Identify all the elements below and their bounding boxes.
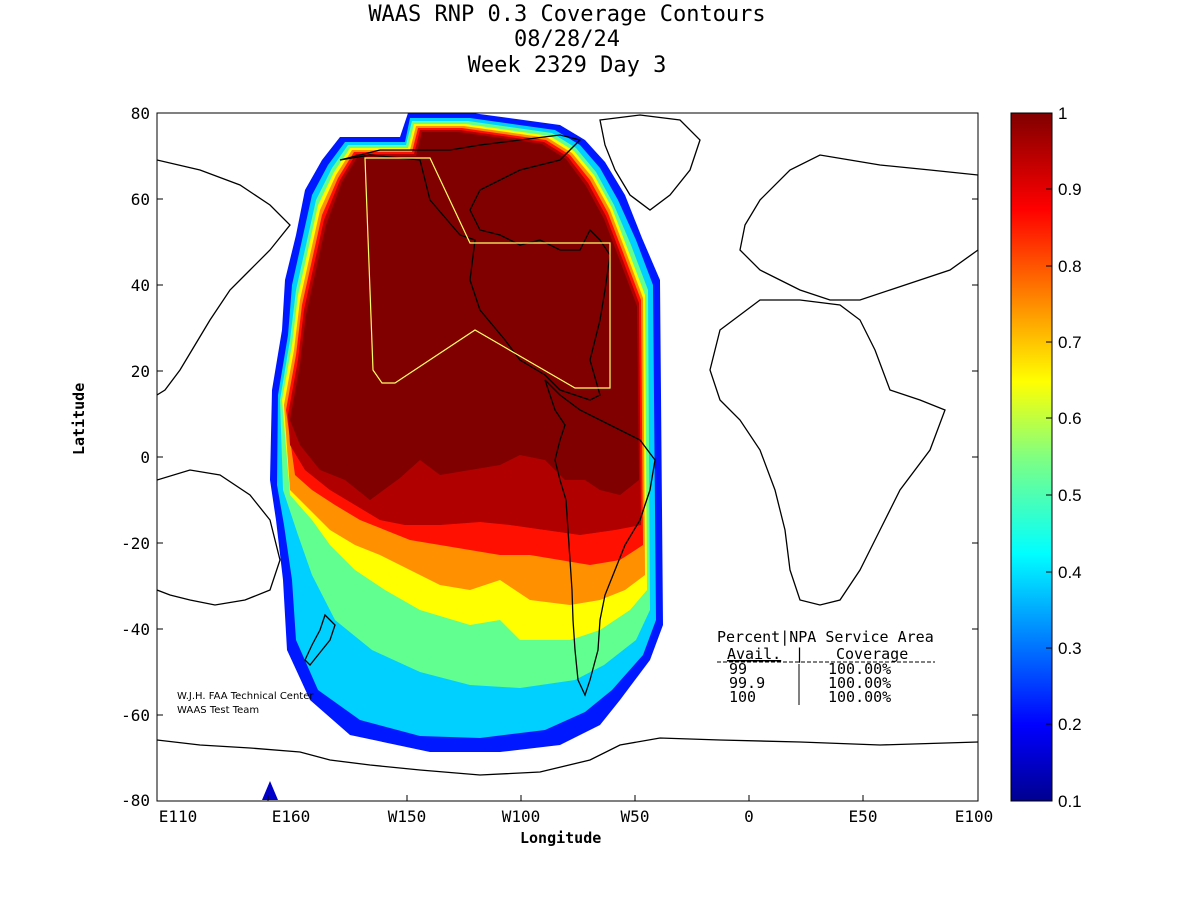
colorbar-tick-0.9: 0.9 — [1058, 180, 1082, 199]
table-avail-row-1: 99 — [729, 660, 747, 678]
x-tick-w150: W150 — [388, 807, 427, 826]
table-header-divider: | — [795, 645, 804, 663]
europe-outline — [739, 154, 978, 301]
x-tick-e100: E100 — [955, 807, 994, 826]
credit-line-1: W.J.H. FAA Technical Center — [177, 691, 314, 702]
table-header-avail: Avail. — [727, 645, 781, 663]
africa-outline — [709, 299, 946, 606]
x-tick-e50: E50 — [849, 807, 878, 826]
colorbar — [1010, 112, 1053, 802]
y-tick-neg40: -40 — [121, 620, 150, 639]
colorbar-tick-0.1: 0.1 — [1058, 792, 1082, 811]
coverage-table: Percent|NPA Service Area Avail. | Covera… — [717, 628, 935, 706]
x-tick-e160: E160 — [272, 807, 311, 826]
x-tick-w50: W50 — [621, 807, 650, 826]
chart-title-date: 08/28/24 — [514, 27, 620, 52]
y-tick-neg60: -60 — [121, 706, 150, 725]
antarctica-outline — [157, 737, 978, 776]
credit-text: W.J.H. FAA Technical Center WAAS Test Te… — [177, 691, 314, 716]
x-tick-0: 0 — [744, 807, 754, 826]
table-coverage-row-1: 100.00% — [828, 660, 891, 678]
service-area-outline — [364, 157, 611, 389]
y-tick-labels: 80 60 40 20 0 -20 -40 -60 -80 — [121, 104, 150, 810]
y-tick-40: 40 — [131, 276, 150, 295]
colorbar-ticks — [1046, 188, 1052, 725]
colorbar-tick-0.5: 0.5 — [1058, 486, 1082, 505]
x-tick-e110: E110 — [159, 807, 198, 826]
coastlines — [157, 114, 978, 776]
table-avail-row-3: 100 — [729, 688, 756, 706]
colorbar-tick-0.3: 0.3 — [1058, 639, 1082, 658]
credit-line-2: WAAS Test Team — [177, 705, 259, 716]
contour-band-0.1 — [262, 781, 278, 800]
colorbar-tick-0.7: 0.7 — [1058, 333, 1082, 352]
y-tick-0: 0 — [140, 448, 150, 467]
y-axis-label: Latitude — [70, 382, 88, 455]
asia-outline — [157, 159, 291, 396]
tick-marks — [157, 112, 978, 801]
x-tick-labels: E110 E160 W150 W100 W50 0 E50 E100 — [159, 807, 994, 826]
table-header-coverage: Coverage — [836, 645, 908, 663]
chart-title-line-1: WAAS RNP 0.3 Coverage Contours — [368, 2, 766, 27]
colorbar-labels: 1 0.9 0.8 0.7 0.6 0.5 0.4 0.3 0.2 0.1 — [1058, 104, 1082, 811]
x-axis-label: Longitude — [520, 829, 602, 847]
coverage-contours — [262, 113, 663, 800]
y-tick-neg20: -20 — [121, 534, 150, 553]
y-tick-80: 80 — [131, 104, 150, 123]
y-tick-20: 20 — [131, 362, 150, 381]
table-avail-row-2: 99.9 — [729, 674, 765, 692]
table-header-1: Percent|NPA Service Area — [717, 628, 934, 646]
y-tick-neg80: -80 — [121, 791, 150, 810]
x-tick-w100: W100 — [502, 807, 541, 826]
colorbar-tick-0.6: 0.6 — [1058, 409, 1082, 428]
chart-title-week: Week 2329 Day 3 — [467, 53, 667, 78]
greenland-outline — [599, 114, 701, 211]
y-tick-60: 60 — [131, 190, 150, 209]
table-coverage-row-3: 100.00% — [828, 688, 891, 706]
colorbar-tick-0.4: 0.4 — [1058, 563, 1082, 582]
colorbar-tick-1: 1 — [1058, 104, 1067, 123]
south-america-outline — [544, 379, 656, 697]
north-america-outline — [339, 134, 611, 401]
table-coverage-row-2: 100.00% — [828, 674, 891, 692]
new-zealand-outline — [304, 613, 336, 666]
colorbar-tick-0.2: 0.2 — [1058, 715, 1082, 734]
australia-outline — [157, 469, 281, 606]
colorbar-tick-0.8: 0.8 — [1058, 257, 1082, 276]
contour-band-full — [290, 132, 639, 500]
